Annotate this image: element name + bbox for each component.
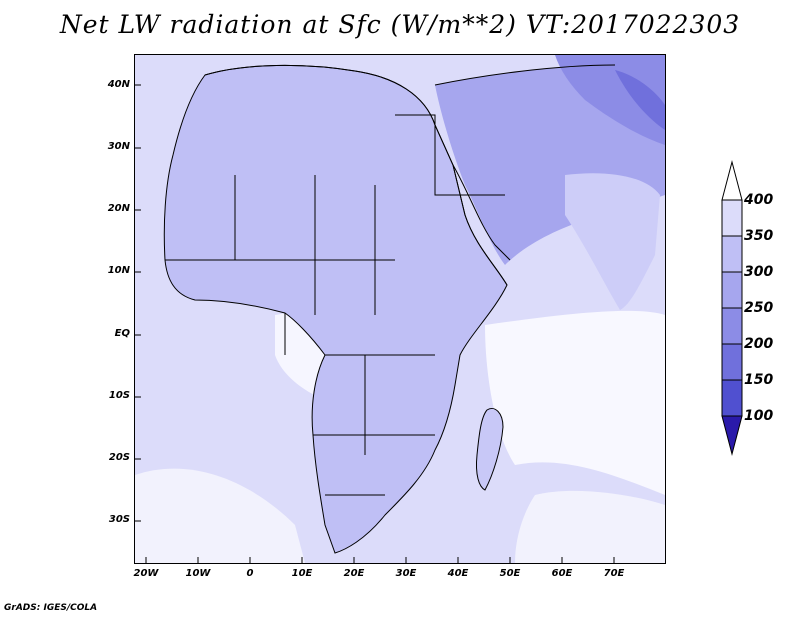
- madagascar: [476, 408, 504, 491]
- lat-label: 10S: [108, 390, 130, 401]
- lat-label: 20N: [107, 203, 130, 214]
- axis-ticks: [135, 84, 615, 563]
- lon-label: 20E: [343, 568, 365, 579]
- lat-label: 10N: [107, 265, 130, 276]
- colorbar-label: 200: [744, 336, 774, 352]
- lon-label: 40E: [447, 568, 469, 579]
- lat-label: 30N: [107, 141, 130, 152]
- colorbar-swatch: [721, 379, 743, 417]
- lon-label: 20W: [133, 568, 159, 579]
- lon-label: 10W: [185, 568, 211, 579]
- iran-highland: [555, 55, 665, 145]
- himalaya-zone: [615, 70, 665, 130]
- colorbar-swatch: [721, 343, 743, 381]
- lon-label: 50E: [499, 568, 521, 579]
- map-title: Net LW radiation at Sfc (W/m**2) VT:2017…: [59, 10, 741, 39]
- field-white-se: [515, 490, 665, 563]
- coastlines: [163, 64, 616, 554]
- lat-label: 30S: [108, 514, 130, 525]
- colorbar-swatch: [721, 199, 743, 237]
- lon-label: 60E: [551, 568, 573, 579]
- field-white-sw: [135, 468, 305, 563]
- radiation-field: [135, 55, 665, 563]
- colorbar-bottom-arrow: [721, 415, 743, 456]
- lat-label: 20S: [108, 452, 130, 463]
- credit-text: GrADS: IGES/COLA: [4, 603, 98, 613]
- map-plot: [134, 54, 666, 564]
- lon-label: 30E: [395, 568, 417, 579]
- colorbar-label: 250: [744, 300, 774, 316]
- colorbar-swatch: [721, 235, 743, 273]
- colorbar-label: 350: [744, 228, 774, 244]
- lat-label: EQ: [114, 328, 130, 339]
- lon-label: 0: [246, 568, 254, 579]
- colorbar-label: 300: [744, 264, 774, 280]
- colorbar-label: 150: [744, 372, 774, 388]
- colorbar-top-arrow: [721, 160, 743, 201]
- colorbar-swatch: [721, 307, 743, 345]
- india-zone: [565, 173, 660, 310]
- field-white-indian: [485, 310, 665, 495]
- lon-label: 10E: [291, 568, 313, 579]
- colorbar: [721, 160, 743, 456]
- colorbar-label: 400: [744, 192, 774, 208]
- lon-label: 70E: [603, 568, 625, 579]
- lat-label: 40N: [107, 79, 130, 90]
- colorbar-label: 100: [744, 408, 774, 424]
- colorbar-swatch: [721, 271, 743, 309]
